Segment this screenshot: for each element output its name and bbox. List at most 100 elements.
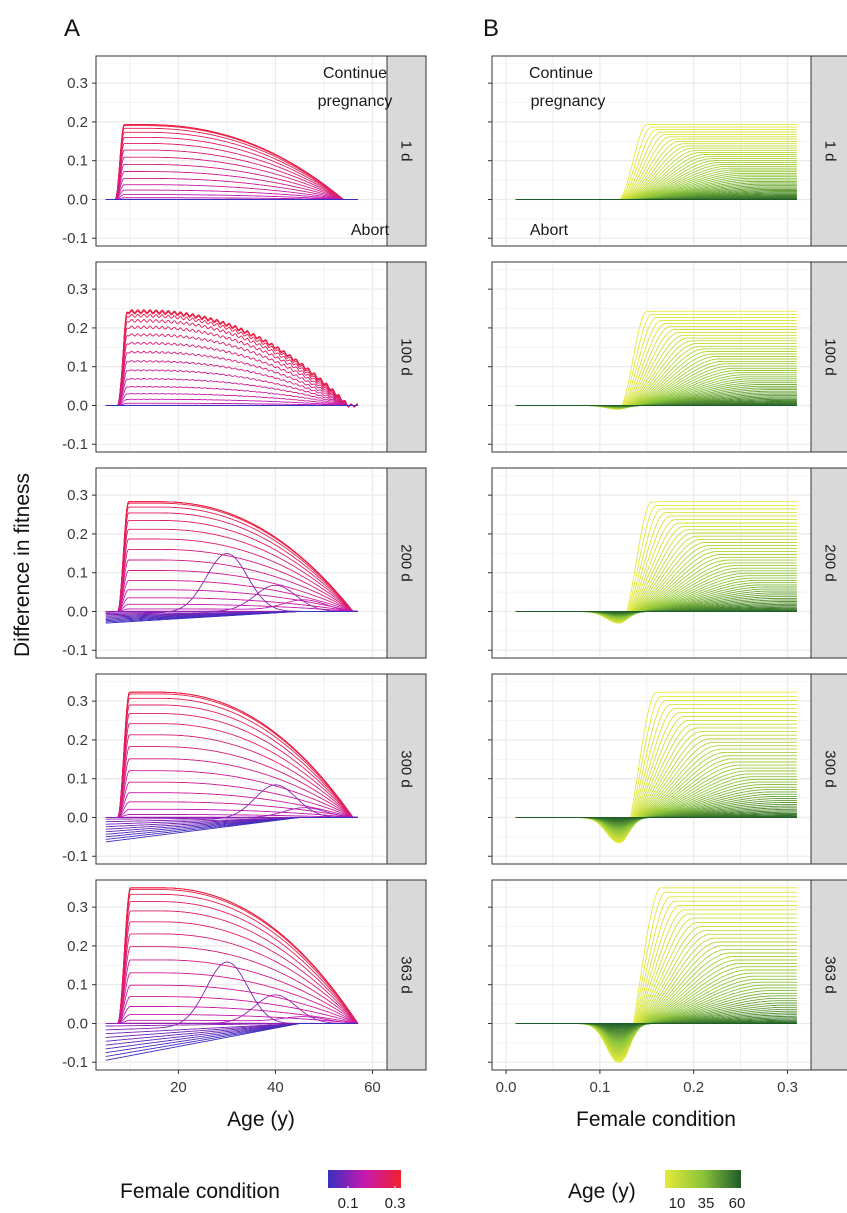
facet-strip-label: 300 d	[822, 750, 839, 788]
legend-female-condition: Female condition 0.1 0.3	[120, 1170, 405, 1212]
x-tick-label: 0.1	[589, 1079, 610, 1096]
legend-tick-label: 0.1	[338, 1195, 359, 1212]
annotation-pregnancy: pregnancy	[531, 93, 606, 110]
facet-strip-label: 363 d	[398, 956, 415, 994]
series-lines	[105, 309, 359, 408]
y-tick-label: 0.3	[67, 693, 88, 710]
series-line	[105, 325, 358, 408]
x-tick-label: 0.3	[777, 1079, 798, 1096]
x-tick-label: 0.0	[496, 1079, 517, 1096]
facet-strip	[386, 261, 427, 453]
facet-strip-label: 1 d	[398, 141, 415, 162]
series-line	[105, 333, 358, 408]
series-line	[105, 599, 358, 612]
y-tick-label: 0.1	[67, 771, 88, 788]
facet-A-363d: 363 d -0.1 0.0 0.1 0.2 0.3 20 40 60	[62, 879, 427, 1096]
plot-background	[96, 262, 387, 452]
plot-background	[96, 468, 387, 658]
series-line	[105, 713, 358, 818]
legend-title-age: Age (y)	[568, 1180, 636, 1203]
facet-strip-label: 100 d	[398, 338, 415, 376]
plot-background	[492, 56, 811, 246]
series-line	[105, 313, 358, 408]
annotation-abort: Abort	[351, 222, 390, 239]
facet-B-1d: 1 d Continue pregnancy Abort	[488, 55, 847, 247]
series-line	[105, 402, 358, 406]
y-tick-label: 0.0	[67, 603, 88, 620]
series-line	[105, 189, 358, 200]
x-tick-label: 20	[170, 1079, 187, 1096]
y-tick-label: 0.1	[67, 359, 88, 376]
y-tick-label: -0.1	[62, 848, 88, 865]
facet-strip	[386, 673, 427, 865]
facet-A-300d: 300 d -0.1 0.0 0.1 0.2 0.3	[62, 673, 427, 865]
annotation-continue: Continue	[323, 65, 387, 82]
series-line	[105, 519, 358, 612]
series-line	[105, 921, 359, 1024]
series-line	[105, 194, 358, 200]
series-line	[105, 1006, 358, 1024]
y-tick-label: 0.1	[67, 153, 88, 170]
series-line	[105, 784, 358, 823]
facet-A-200d: 200 d -0.1 0.0 0.1 0.2 0.3	[62, 467, 427, 659]
facet-strip	[810, 673, 847, 865]
y-tick-label: 0.2	[67, 114, 88, 131]
y-tick-label: 0.0	[67, 191, 88, 208]
series-line	[105, 310, 358, 408]
series-lines	[105, 501, 358, 624]
series-line	[105, 149, 358, 200]
series-line	[105, 814, 358, 818]
series-lines	[105, 691, 358, 843]
series-lines	[515, 310, 797, 410]
y-tick-label: 0.3	[67, 899, 88, 916]
y-tick-label: -0.1	[62, 436, 88, 453]
series-line	[105, 887, 359, 1024]
facet-strip	[386, 467, 427, 659]
series-line	[105, 559, 358, 612]
series-line	[105, 360, 358, 407]
series-line	[105, 746, 358, 818]
facet-strip-label: 100 d	[822, 338, 839, 376]
series-line	[105, 502, 358, 612]
series-line	[105, 184, 358, 200]
series-line	[105, 378, 358, 407]
y-tick-label: 0.2	[67, 938, 88, 955]
plot-background	[492, 262, 811, 452]
series-line	[105, 142, 358, 200]
plot-background	[96, 56, 387, 246]
series-line	[105, 792, 358, 818]
panel-b-facets: 1 d Continue pregnancy Abort 100 d 200 d 300 d…	[488, 55, 847, 1096]
facet-strip-label: 1 d	[822, 141, 839, 162]
legend-age: Age (y) 10 35 60	[568, 1170, 745, 1212]
facet-strip	[386, 879, 427, 1071]
series-line	[105, 597, 358, 612]
y-tick-label: -0.1	[62, 1054, 88, 1071]
facet-B-300d: 300 d	[488, 673, 847, 865]
y-tick-label: 0.1	[67, 977, 88, 994]
series-lines	[105, 124, 358, 200]
series-line	[105, 889, 359, 1024]
y-tick-label: 0.0	[67, 397, 88, 414]
legend-colorbar-age	[665, 1170, 741, 1188]
series-line	[105, 393, 358, 407]
series-line	[105, 177, 358, 200]
series-line	[105, 611, 358, 624]
panel-letter-a: A	[64, 15, 80, 42]
series-line	[105, 959, 359, 1024]
facet-strip-label: 363 d	[822, 956, 839, 994]
series-line	[105, 770, 358, 818]
facet-strip	[810, 879, 847, 1071]
series-lines	[515, 887, 797, 1063]
series-line	[105, 318, 358, 408]
legend-tick-label: 60	[729, 1195, 746, 1212]
y-tick-label: 0.0	[67, 809, 88, 826]
y-tick-label: 0.2	[67, 320, 88, 337]
y-tick-label: 0.3	[67, 487, 88, 504]
facet-strip-label: 200 d	[398, 544, 415, 582]
series-line	[105, 156, 358, 200]
y-tick-label: -0.1	[62, 230, 88, 247]
panel-a-facets: 1 d -0.1 0.0 0.1 0.2 0.3 Continue pregnancy Abor…	[62, 55, 427, 1096]
facet-strip	[386, 55, 427, 247]
facet-strip-label: 200 d	[822, 544, 839, 582]
series-line	[105, 127, 358, 200]
